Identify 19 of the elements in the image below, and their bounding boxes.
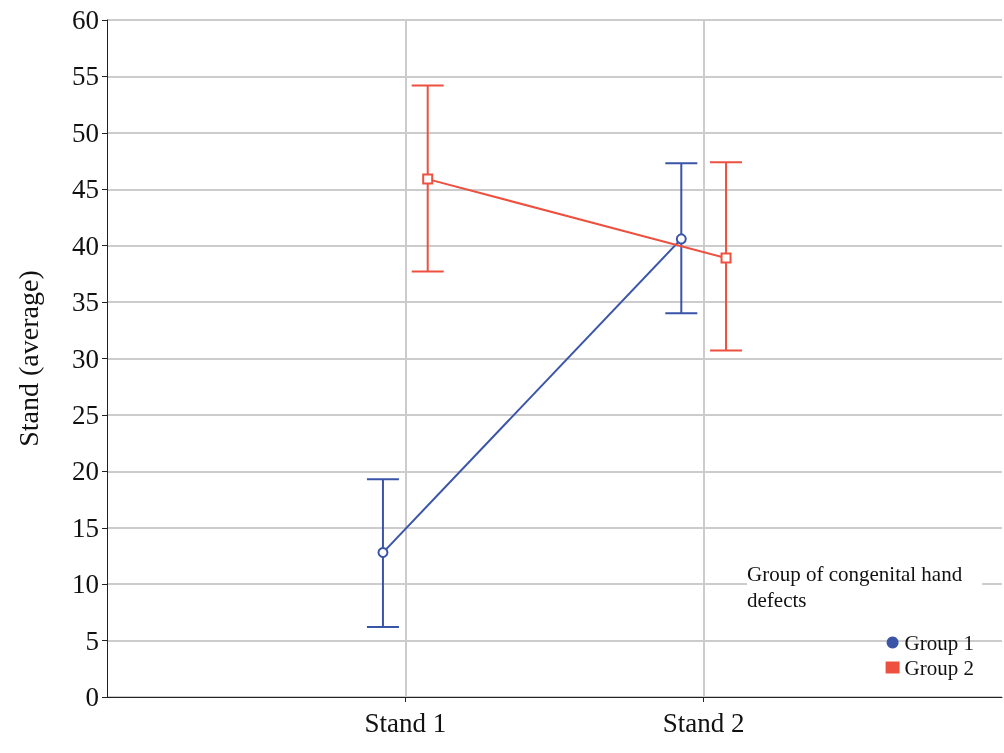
y-tick-label: 15 xyxy=(72,512,99,543)
y-tick-label: 25 xyxy=(72,399,99,430)
y-tick-label: 10 xyxy=(72,569,99,600)
y-tick-label: 35 xyxy=(72,287,99,318)
y-tick-label: 0 xyxy=(85,682,99,712)
legend-label: Group 2 xyxy=(904,655,975,680)
x-tick-label: Stand 1 xyxy=(364,707,447,738)
y-tick-label: 40 xyxy=(72,230,99,261)
y-tick-label: 45 xyxy=(72,174,99,205)
y-axis-title: Stand (average) xyxy=(12,270,44,447)
y-tick-label: 20 xyxy=(72,456,99,487)
x-tick-label: Stand 2 xyxy=(662,707,745,738)
legend-title: Group of congenital hand defects xyxy=(747,562,968,612)
y-tick-label: 5 xyxy=(85,625,99,656)
y-tick-label: 30 xyxy=(72,343,99,374)
y-tick-label: 50 xyxy=(72,117,99,148)
y-tick-label: 55 xyxy=(72,61,99,92)
y-tick-label: 60 xyxy=(72,5,99,35)
legend-label: Group 1 xyxy=(904,630,975,655)
